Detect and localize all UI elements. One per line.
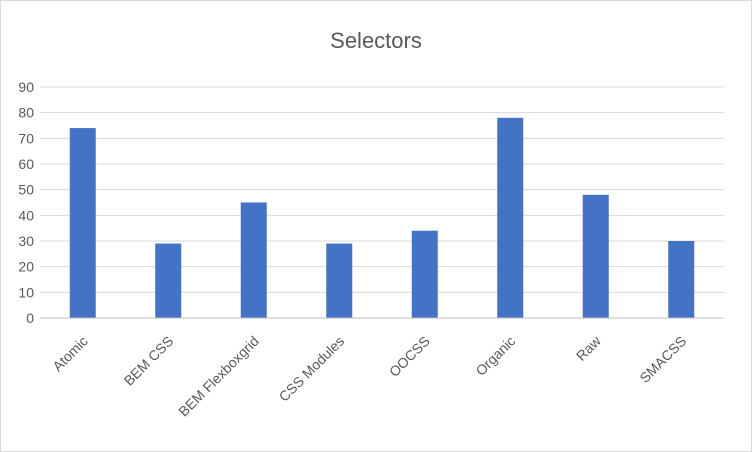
gridlines	[40, 86, 724, 293]
chart-title: Selectors	[330, 28, 422, 53]
bar	[326, 243, 353, 318]
bar	[155, 243, 182, 318]
bar	[240, 202, 267, 318]
x-tick-label: SMACSS	[636, 333, 689, 386]
bar	[411, 230, 438, 318]
y-tick-label: 0	[26, 310, 34, 326]
y-axis-ticks: 0 10 20 30 40 50 60 70 80 90	[18, 79, 34, 326]
y-tick-label: 60	[18, 156, 34, 172]
x-tick-label: OOCSS	[386, 333, 433, 380]
y-tick-label: 20	[18, 259, 34, 275]
x-tick-label: BEM CSS	[120, 333, 176, 389]
bar	[497, 117, 524, 318]
bar	[582, 194, 609, 318]
y-tick-label: 30	[18, 233, 34, 249]
bar	[69, 128, 96, 318]
y-tick-label: 40	[18, 207, 34, 223]
y-tick-label: 90	[18, 79, 34, 95]
x-tick-label: BEM Flexboxgrid	[175, 333, 262, 420]
y-tick-label: 10	[18, 284, 34, 300]
x-tick-label: CSS Modules	[276, 333, 348, 405]
x-tick-label: Raw	[573, 332, 605, 364]
bars	[69, 117, 695, 318]
x-tick-label: Organic	[472, 333, 518, 379]
y-tick-label: 50	[18, 182, 34, 198]
bar	[668, 241, 695, 318]
y-tick-label: 70	[18, 130, 34, 146]
x-tick-label: Atomic	[49, 333, 91, 375]
y-tick-label: 80	[18, 105, 34, 121]
